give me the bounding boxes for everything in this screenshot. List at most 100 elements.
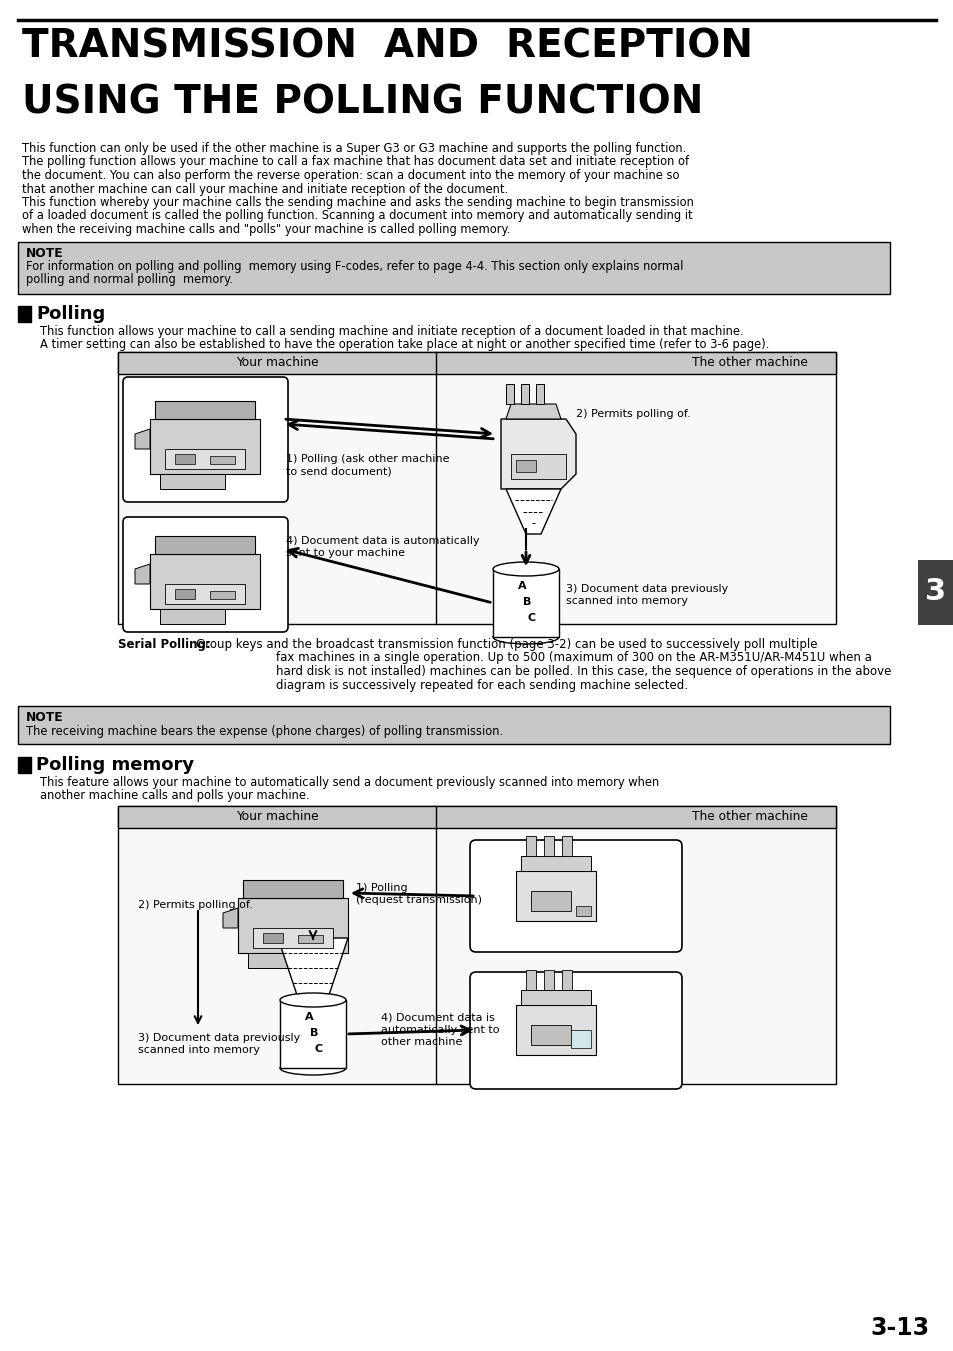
Text: 1) Polling (ask other machine: 1) Polling (ask other machine: [286, 454, 449, 463]
Text: A: A: [517, 581, 526, 590]
FancyBboxPatch shape: [470, 840, 681, 952]
Bar: [243, 880, 343, 898]
Ellipse shape: [493, 562, 558, 576]
Text: This function whereby your machine calls the sending machine and asks the sendin: This function whereby your machine calls…: [22, 196, 693, 209]
Bar: [576, 907, 590, 916]
Text: B: B: [522, 597, 531, 607]
Text: The other machine: The other machine: [691, 811, 807, 823]
Bar: [511, 454, 565, 480]
Ellipse shape: [280, 993, 346, 1006]
Bar: [493, 569, 558, 638]
Text: The other machine: The other machine: [691, 357, 807, 369]
Text: of a loaded document is called the polling function. Scanning a document into me: of a loaded document is called the polli…: [22, 209, 692, 223]
Text: C: C: [527, 613, 536, 623]
Polygon shape: [505, 489, 560, 534]
Bar: [280, 1000, 346, 1069]
Polygon shape: [500, 419, 576, 489]
Text: NOTE: NOTE: [26, 711, 64, 724]
Polygon shape: [505, 404, 560, 419]
Text: polling and normal polling  memory.: polling and normal polling memory.: [26, 273, 233, 286]
Text: scanned into memory: scanned into memory: [138, 1046, 260, 1055]
Bar: [18, 242, 889, 295]
Polygon shape: [223, 908, 237, 928]
Text: 4) Document data is automatically: 4) Document data is automatically: [286, 536, 479, 546]
Bar: [118, 807, 835, 828]
Text: fax machines in a single operation. Up to 500 (maximum of 300 on the AR-M351U/AR: fax machines in a single operation. Up t…: [275, 651, 871, 665]
Text: This function can only be used if the other machine is a Super G3 or G3 machine : This function can only be used if the ot…: [22, 142, 685, 155]
Text: 3) Document data previously: 3) Document data previously: [138, 1034, 300, 1043]
Ellipse shape: [493, 630, 558, 644]
Bar: [297, 935, 323, 943]
FancyBboxPatch shape: [470, 971, 681, 1089]
Bar: [18, 757, 30, 773]
Bar: [561, 970, 572, 990]
Text: C: C: [314, 1044, 323, 1054]
Bar: [154, 536, 254, 554]
Bar: [165, 584, 245, 604]
Bar: [571, 1029, 590, 1048]
Text: diagram is successively repeated for each sending machine selected.: diagram is successively repeated for eac…: [275, 678, 687, 692]
Bar: [118, 353, 835, 374]
Bar: [531, 892, 571, 911]
Text: (request transmission): (request transmission): [355, 894, 481, 905]
Bar: [154, 401, 254, 419]
Bar: [525, 836, 536, 857]
Bar: [210, 457, 234, 463]
Bar: [543, 970, 554, 990]
Text: Polling: Polling: [36, 305, 105, 323]
Text: A timer setting can also be established to have the operation take place at nigh: A timer setting can also be established …: [40, 338, 768, 351]
Text: NOTE: NOTE: [26, 247, 64, 259]
Bar: [118, 807, 835, 1084]
Text: TRANSMISSION  AND  RECEPTION: TRANSMISSION AND RECEPTION: [22, 28, 752, 66]
Text: when the receiving machine calls and "polls" your machine is called polling memo: when the receiving machine calls and "po…: [22, 223, 510, 236]
Text: 2) Permits polling of.: 2) Permits polling of.: [138, 900, 253, 911]
Text: A: A: [305, 1012, 314, 1021]
Text: 3: 3: [924, 577, 945, 607]
Text: B: B: [310, 1028, 318, 1038]
Bar: [237, 898, 348, 952]
Text: 1) Polling: 1) Polling: [355, 884, 407, 893]
FancyBboxPatch shape: [123, 377, 288, 503]
Text: Polling memory: Polling memory: [36, 757, 193, 774]
Text: to send document): to send document): [286, 466, 392, 476]
Polygon shape: [160, 609, 225, 624]
Text: the document. You can also perform the reverse operation: scan a document into t: the document. You can also perform the r…: [22, 169, 679, 182]
Bar: [118, 353, 835, 624]
Bar: [917, 561, 953, 626]
Text: other machine: other machine: [380, 1038, 462, 1047]
Bar: [18, 305, 30, 322]
Text: The polling function allows your machine to call a fax machine that has document: The polling function allows your machine…: [22, 155, 688, 169]
Bar: [174, 454, 194, 463]
Text: hard disk is not installed) machines can be polled. In this case, the sequence o: hard disk is not installed) machines can…: [275, 665, 890, 678]
Bar: [253, 928, 333, 948]
Text: For information on polling and polling  memory using F-codes, refer to page 4-4.: For information on polling and polling m…: [26, 259, 682, 273]
Text: Serial Polling:: Serial Polling:: [118, 638, 211, 651]
Text: sent to your machine: sent to your machine: [286, 549, 405, 558]
Polygon shape: [536, 384, 543, 404]
Bar: [150, 554, 260, 609]
Bar: [543, 836, 554, 857]
Text: Your machine: Your machine: [235, 357, 318, 369]
FancyBboxPatch shape: [123, 517, 288, 632]
Bar: [520, 857, 590, 871]
Bar: [210, 590, 234, 598]
Text: This function allows your machine to call a sending machine and initiate recepti: This function allows your machine to cal…: [40, 326, 742, 338]
Text: USING THE POLLING FUNCTION: USING THE POLLING FUNCTION: [22, 84, 702, 122]
Polygon shape: [135, 430, 150, 449]
Text: This feature allows your machine to automatically send a document previously sca: This feature allows your machine to auto…: [40, 775, 659, 789]
Bar: [531, 1025, 571, 1046]
Polygon shape: [277, 938, 348, 998]
Text: scanned into memory: scanned into memory: [565, 596, 687, 607]
Text: that another machine can call your machine and initiate reception of the documen: that another machine can call your machi…: [22, 182, 508, 196]
Text: 4) Document data is: 4) Document data is: [380, 1013, 495, 1023]
Bar: [516, 459, 536, 471]
Bar: [561, 836, 572, 857]
Ellipse shape: [280, 1061, 346, 1075]
Bar: [150, 419, 260, 474]
Bar: [516, 1005, 596, 1055]
Bar: [263, 934, 283, 943]
Text: 3-13: 3-13: [869, 1316, 928, 1340]
Text: automatically sent to: automatically sent to: [380, 1025, 499, 1035]
Bar: [525, 970, 536, 990]
Polygon shape: [135, 563, 150, 584]
